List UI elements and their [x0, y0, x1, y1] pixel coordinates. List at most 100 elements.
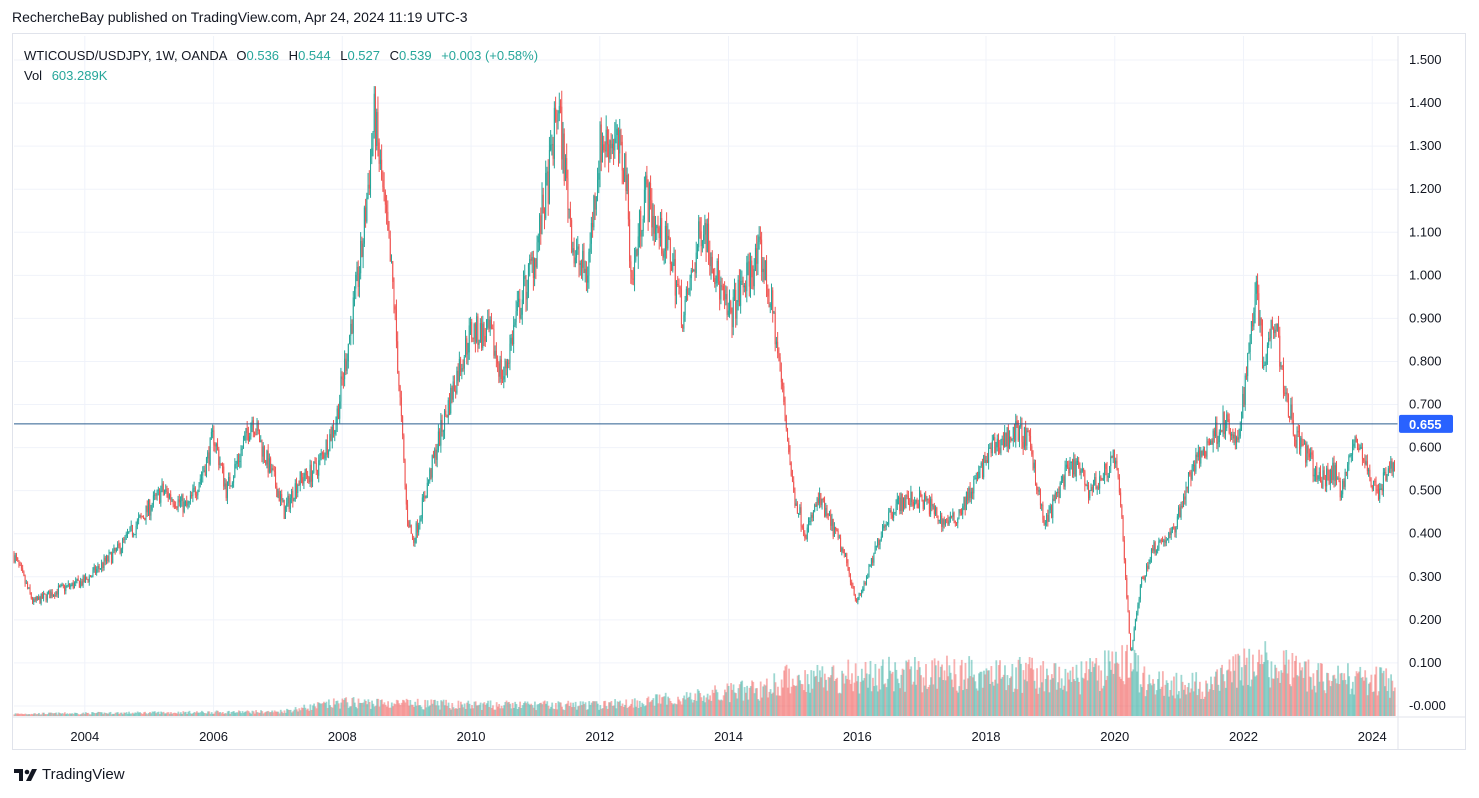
symbol-label[interactable]: WTICOUSD/USDJPY, 1W, OANDA — [24, 48, 227, 63]
candle-body — [928, 500, 930, 515]
volume-bar — [1155, 690, 1158, 716]
candle-body — [729, 301, 731, 311]
candle-body — [388, 230, 390, 239]
volume-bar — [1107, 650, 1110, 716]
volume-bar — [1284, 664, 1286, 716]
volume-bar — [770, 693, 773, 716]
candle-body — [784, 401, 786, 416]
candle-body — [613, 143, 615, 151]
candle-body — [812, 511, 814, 518]
volume-bar — [642, 704, 645, 716]
volume-bar — [381, 699, 383, 716]
volume-bar — [589, 704, 592, 716]
candle-body — [1055, 492, 1057, 494]
candle-body — [857, 598, 859, 602]
candle-body — [1220, 430, 1222, 433]
candle-body — [1189, 472, 1191, 475]
volume-bar — [487, 700, 489, 716]
volume-bar — [1057, 682, 1059, 716]
volume-bar — [521, 705, 524, 716]
candle-body — [605, 129, 607, 152]
volume-bar — [1316, 670, 1318, 716]
volume-bar — [1270, 661, 1273, 716]
candle-body — [304, 468, 306, 480]
volume-bar — [648, 702, 651, 716]
volume-label[interactable]: Vol — [24, 68, 43, 83]
candle-body — [1275, 329, 1277, 331]
candle-body — [1242, 393, 1244, 418]
candle-body — [1324, 479, 1326, 487]
volume-bar — [1027, 664, 1030, 716]
candle-body — [1371, 485, 1373, 490]
volume-bar — [146, 714, 149, 716]
volume-bar — [75, 712, 77, 716]
candle-body — [1011, 438, 1013, 441]
candle-body — [1334, 465, 1336, 481]
candle-body — [901, 493, 903, 511]
volume-bar — [241, 711, 244, 716]
volume-bar — [326, 707, 329, 716]
volume-bar — [63, 712, 66, 716]
candle-body — [467, 352, 469, 355]
volume-bar — [896, 678, 899, 716]
volume-bar — [124, 712, 127, 716]
volume-bar — [538, 703, 541, 716]
candle-body — [748, 261, 750, 287]
volume-bar — [483, 702, 486, 716]
volume-bar — [1180, 674, 1183, 716]
candle-body — [326, 440, 328, 455]
candle-body — [757, 241, 759, 264]
candle-body — [957, 518, 959, 524]
candle-body — [1312, 454, 1314, 477]
volume-bar — [251, 710, 254, 716]
candle-body — [673, 259, 675, 263]
volume-bar — [492, 705, 494, 716]
candle-body — [1384, 471, 1386, 473]
volume-bar — [1348, 676, 1351, 716]
volume-bar — [638, 700, 641, 716]
candle-body — [302, 477, 304, 484]
candle-body — [780, 371, 782, 383]
candle-body — [1030, 435, 1032, 447]
candle-body — [372, 131, 374, 149]
candle-body — [15, 555, 17, 558]
volume-bar — [967, 678, 969, 716]
volume-bar — [43, 712, 45, 716]
candle-body — [772, 290, 774, 314]
candle-body — [906, 495, 908, 497]
volume-bar — [612, 705, 615, 716]
volume-bar — [455, 708, 457, 716]
candle-body — [939, 515, 941, 521]
volume-bar — [120, 712, 123, 716]
volume-bar — [416, 698, 419, 716]
volume-bar — [568, 706, 571, 716]
volume-bar — [753, 693, 756, 716]
volume-bar — [814, 676, 816, 716]
candle-body — [228, 476, 230, 482]
volume-bar — [1250, 679, 1253, 716]
candle-body — [1258, 293, 1260, 326]
volume-bar — [87, 712, 90, 716]
volume-bar — [580, 705, 583, 716]
volume-bar — [699, 693, 702, 716]
y-tick-label: 0.600 — [1409, 440, 1442, 455]
candle-body — [794, 492, 796, 506]
candle-body — [677, 284, 679, 286]
candle-body — [537, 236, 539, 243]
volume-bar — [683, 695, 686, 716]
volume-bar — [38, 712, 40, 716]
volume-bar — [163, 713, 166, 716]
volume-bar — [216, 710, 219, 716]
volume-bar — [1196, 695, 1199, 716]
candle-body — [432, 455, 434, 458]
volume-bar — [645, 705, 647, 716]
candle-body — [1113, 449, 1115, 464]
candle-body — [1144, 575, 1146, 580]
candle-body — [699, 221, 701, 232]
volume-bar — [773, 673, 776, 716]
volume-bar — [432, 699, 435, 716]
volume-bar — [125, 712, 128, 716]
volume-bar — [540, 702, 542, 716]
footer-brand[interactable]: TradingView — [14, 766, 125, 783]
